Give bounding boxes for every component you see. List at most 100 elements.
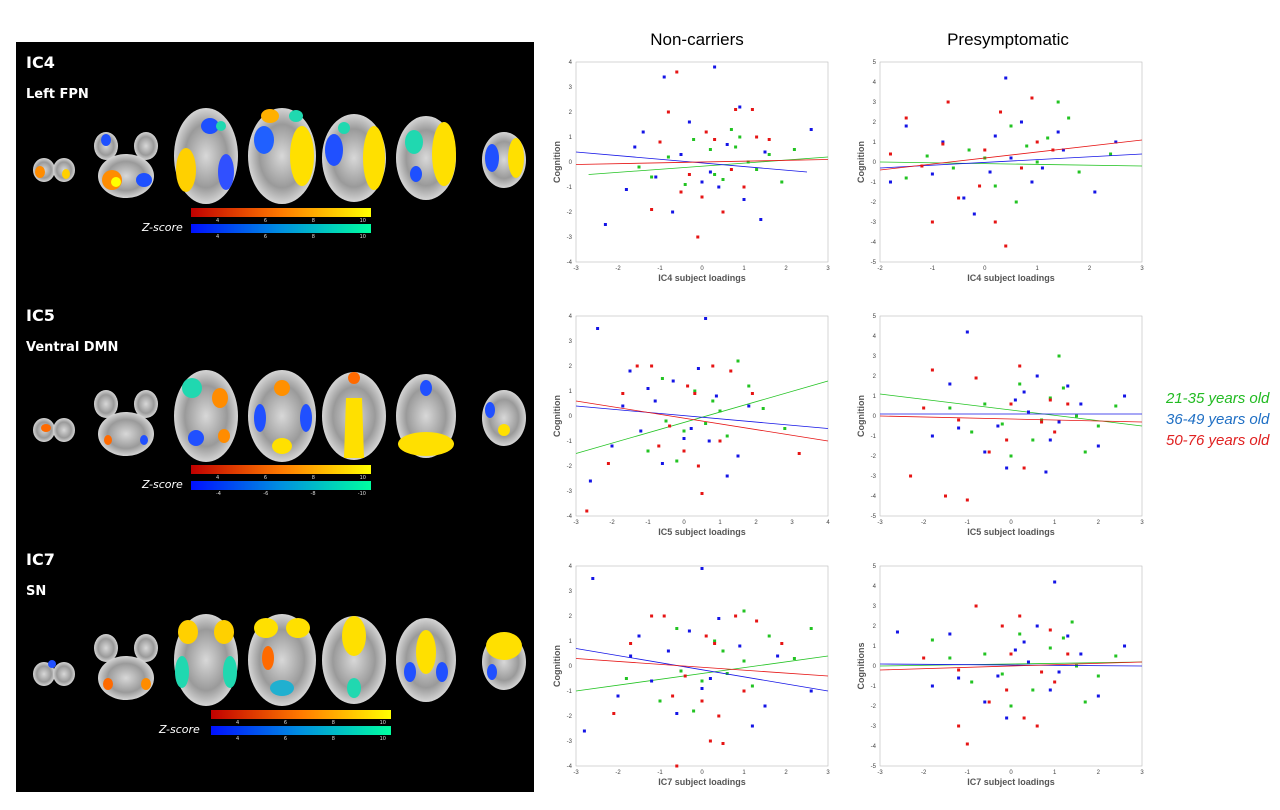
- data-point-red: [904, 116, 908, 120]
- data-point-red: [957, 418, 961, 422]
- data-point-red: [717, 714, 721, 718]
- data-point-red: [1048, 628, 1052, 632]
- data-point-blue: [738, 105, 742, 109]
- x-tick-label: 0: [1009, 770, 1013, 776]
- data-point-red: [780, 642, 784, 645]
- data-point-blue: [713, 65, 717, 69]
- data-point-red: [1066, 652, 1070, 656]
- data-point-blue: [972, 212, 976, 216]
- data-point-blue: [591, 577, 595, 580]
- y-tick-label: -3: [567, 235, 573, 241]
- data-point-red: [957, 668, 961, 672]
- data-point-green: [993, 184, 997, 188]
- data-point-blue: [603, 223, 607, 226]
- data-point-red: [1048, 398, 1052, 402]
- data-point-blue: [689, 427, 693, 430]
- data-point-blue: [653, 399, 657, 403]
- data-point-red: [1051, 148, 1055, 152]
- data-point-red: [666, 110, 670, 114]
- y-tick-label: 4: [873, 584, 877, 590]
- y-tick-label: 4: [569, 314, 573, 320]
- data-point-red: [993, 220, 997, 224]
- data-point-red: [606, 462, 610, 465]
- data-point-red: [700, 699, 704, 703]
- ic7-slice-6: [396, 618, 456, 702]
- y-tick-label: -3: [567, 489, 573, 495]
- y-axis-label: Cognition: [552, 645, 562, 687]
- data-point-blue: [717, 185, 721, 189]
- data-point-blue: [714, 394, 718, 398]
- data-point-red: [1022, 716, 1026, 720]
- x-tick-label: 2: [754, 520, 758, 526]
- data-point-green: [1057, 354, 1061, 358]
- data-point-blue: [763, 150, 767, 154]
- x-axis-label: IC4 subject loadings: [967, 273, 1055, 283]
- data-point-blue: [1123, 394, 1127, 398]
- y-tick-label: 2: [873, 120, 877, 126]
- x-tick-label: -3: [573, 770, 579, 776]
- data-point-red: [1005, 688, 1009, 692]
- data-point-blue: [930, 172, 934, 176]
- y-tick-label: -1: [871, 684, 877, 690]
- y-tick-label: -3: [567, 739, 573, 745]
- data-point-green: [1009, 704, 1013, 708]
- data-point-green: [679, 669, 683, 673]
- scatter-ic7-non-carriers: -3 -2 -1 0 1 2 3 -4 -3 -2 -1 0 1 2 3 4 IC7 subject loadi…: [548, 562, 838, 799]
- y-tick-label: 0: [569, 664, 573, 670]
- y-tick-label: -3: [871, 474, 877, 480]
- data-point-red: [1009, 402, 1013, 406]
- data-point-green: [767, 153, 771, 156]
- ic4-title: IC4: [26, 53, 55, 72]
- data-point-blue: [704, 317, 708, 320]
- data-point-blue: [687, 629, 691, 633]
- y-tick-label: -5: [871, 764, 877, 770]
- data-point-green: [1114, 404, 1118, 408]
- y-tick-label: -1: [871, 180, 877, 186]
- data-point-blue: [639, 429, 643, 433]
- data-point-red: [704, 634, 708, 638]
- data-point-red: [700, 195, 704, 199]
- y-tick-label: -4: [871, 744, 877, 750]
- data-point-red: [662, 614, 666, 618]
- x-tick-label: 4: [826, 520, 830, 526]
- data-point-red: [585, 509, 589, 513]
- y-tick-label: -2: [567, 464, 573, 470]
- ic4-slice-4: [248, 108, 316, 204]
- legend-item-36-49: 36-49 years old: [1166, 411, 1270, 428]
- data-point-blue: [988, 170, 992, 174]
- data-point-green: [666, 155, 670, 159]
- data-point-green: [983, 402, 987, 406]
- data-point-red: [696, 464, 700, 468]
- data-point-blue: [1035, 624, 1039, 628]
- x-tick-label: 0: [1009, 520, 1013, 526]
- data-point-green: [738, 135, 742, 139]
- data-point-blue: [1079, 402, 1083, 406]
- data-point-green: [725, 672, 729, 675]
- x-tick-label: -3: [573, 266, 579, 272]
- data-point-green: [721, 178, 725, 181]
- y-tick-label: 4: [873, 334, 877, 340]
- data-point-blue: [633, 145, 637, 149]
- data-point-green: [1114, 654, 1118, 658]
- data-point-blue: [1079, 652, 1083, 656]
- y-tick-label: -4: [871, 240, 877, 246]
- ic5-slice-4: [248, 370, 316, 462]
- plot-frame: [879, 315, 1143, 517]
- data-point-blue: [1048, 438, 1052, 442]
- ic4-network-name: Left FPN: [26, 87, 89, 102]
- data-point-red: [742, 185, 746, 189]
- ic4-warm-bar: [191, 208, 371, 217]
- data-point-red: [668, 424, 672, 428]
- data-point-red: [1030, 96, 1034, 100]
- x-tick-label: -1: [657, 266, 663, 272]
- y-tick-label: 3: [873, 604, 877, 610]
- data-point-blue: [738, 644, 742, 648]
- y-tick-label: 1: [569, 135, 573, 141]
- data-point-green: [1025, 144, 1029, 148]
- data-point-red: [612, 712, 616, 715]
- ic7-cool-bar: [211, 726, 391, 735]
- fit-line-red: [575, 658, 829, 677]
- data-point-blue: [736, 454, 740, 458]
- y-tick-label: 1: [873, 140, 877, 146]
- data-point-blue: [700, 567, 704, 570]
